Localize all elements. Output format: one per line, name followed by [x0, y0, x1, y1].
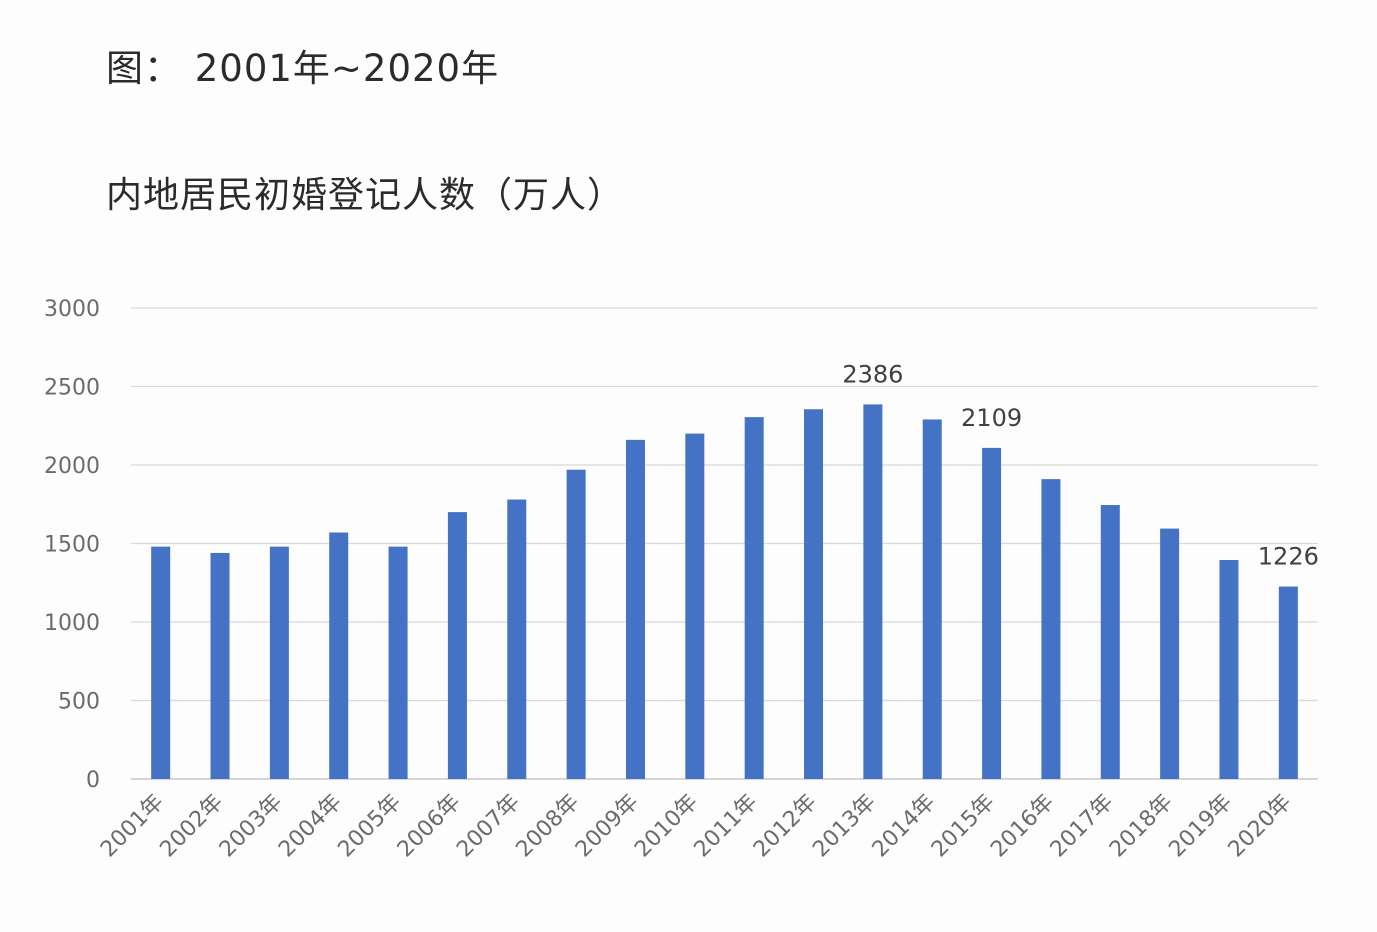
bar: [922, 419, 942, 779]
y-tick-label: 2000: [44, 454, 100, 479]
data-label: 2109: [961, 404, 1022, 432]
bar: [685, 433, 705, 779]
bars: [151, 404, 1298, 779]
bar: [744, 417, 764, 779]
x-tick-label: 2008年: [512, 790, 585, 863]
x-tick-label: 2013年: [808, 790, 881, 863]
x-tick-label: 2020年: [1224, 790, 1297, 863]
y-tick-label: 2500: [44, 376, 100, 401]
data-label: 2386: [842, 360, 903, 388]
x-axis-ticks: 2001年2002年2003年2004年2005年2006年2007年2008年…: [96, 790, 1296, 863]
x-tick-label: 2006年: [393, 790, 466, 863]
chart-title: 内地居民初婚登记人数（万人）: [106, 175, 625, 216]
bar: [1160, 528, 1180, 779]
x-tick-label: 2004年: [274, 790, 347, 863]
x-tick-label: 2017年: [1046, 790, 1119, 863]
x-tick-label: 2011年: [690, 790, 763, 863]
x-tick-label: 2019年: [1164, 790, 1237, 863]
x-tick-label: 2002年: [155, 790, 228, 863]
bar: [625, 439, 645, 779]
figure-caption: 图： 2001年~2020年: [106, 47, 500, 90]
gridlines: [131, 307, 1318, 780]
x-tick-label: 2005年: [333, 790, 406, 863]
x-tick-label: 2009年: [571, 790, 644, 863]
y-tick-label: 500: [58, 690, 100, 715]
x-tick-label: 2015年: [927, 790, 1000, 863]
y-tick-label: 1500: [44, 533, 100, 558]
data-labels: 2386 2109 1226: [842, 360, 1319, 570]
x-tick-label: 2016年: [986, 790, 1059, 863]
bar: [982, 447, 1002, 779]
bar: [566, 469, 586, 779]
x-tick-label: 2014年: [868, 790, 941, 863]
bar: [151, 546, 171, 779]
y-tick-label: 0: [86, 768, 100, 793]
bar: [1278, 586, 1298, 779]
bar: [210, 552, 230, 779]
bar: [329, 532, 349, 779]
x-tick-label: 2012年: [749, 790, 822, 863]
x-tick-label: 2018年: [1105, 790, 1178, 863]
y-tick-label: 1000: [44, 611, 100, 636]
bar: [507, 499, 527, 779]
bar: [269, 546, 289, 779]
bar: [804, 409, 824, 779]
bar: [388, 546, 408, 779]
y-axis-ticks: 0 500 1000 1500 2000 2500 3000: [44, 297, 100, 793]
bar: [863, 404, 883, 779]
x-tick-label: 2010年: [630, 790, 703, 863]
x-tick-label: 2003年: [215, 790, 288, 863]
bar: [1219, 559, 1239, 779]
x-tick-label: 2007年: [452, 790, 525, 863]
x-tick-label: 2001年: [96, 790, 169, 863]
y-tick-label: 3000: [44, 297, 100, 322]
bar: [1041, 479, 1061, 779]
data-label: 1226: [1258, 543, 1319, 571]
bar: [1100, 505, 1120, 779]
bar: [447, 512, 467, 779]
